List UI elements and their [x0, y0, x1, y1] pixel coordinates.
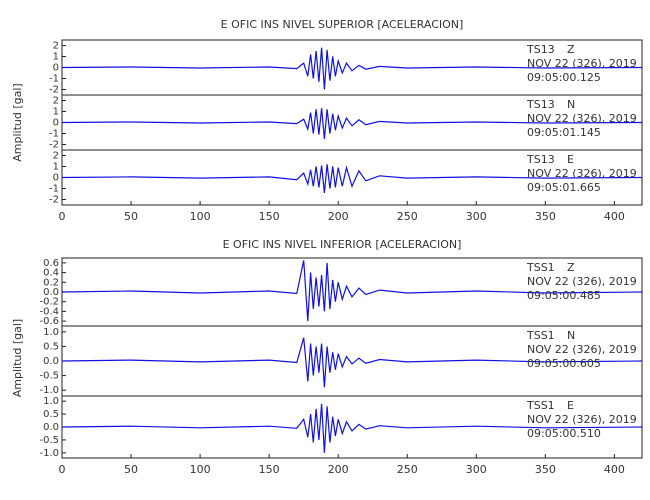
component-label: N — [567, 98, 575, 111]
waveform — [61, 337, 643, 388]
x-tick-label: 400 — [604, 463, 625, 476]
y-tick-label: -1 — [49, 74, 59, 85]
component-label: E — [567, 153, 574, 166]
y-tick-label: 0.0 — [43, 287, 59, 298]
x-tick-label: 50 — [124, 463, 138, 476]
date-label: NOV 22 (326), 2019 — [527, 343, 637, 356]
time-label: 09:05:00.510 — [527, 427, 601, 440]
component-label: Z — [567, 261, 575, 274]
date-label: NOV 22 (326), 2019 — [527, 167, 637, 180]
y-tick-label: 0.2 — [43, 277, 59, 288]
time-label: 09:05:00.485 — [527, 289, 601, 302]
y-tick-label: -2 — [49, 140, 59, 151]
y-tick-label: -0.5 — [39, 435, 59, 446]
y-tick-label: 2 — [53, 96, 59, 107]
station-label: TS13 — [526, 98, 555, 111]
x-tick-label: 100 — [190, 210, 211, 223]
x-tick-label: 400 — [604, 210, 625, 223]
x-tick-label: 300 — [466, 463, 487, 476]
y-tick-label: -0.5 — [39, 371, 59, 382]
y-tick-label: 0.4 — [43, 268, 59, 279]
time-label: 09:05:00.605 — [527, 357, 601, 370]
station-label: TS13 — [526, 43, 555, 56]
x-tick-label: 250 — [397, 463, 418, 476]
y-tick-label: 2 — [53, 151, 59, 162]
y-tick-label: -0.4 — [39, 306, 59, 317]
y-tick-label: 0.0 — [43, 422, 59, 433]
component-label: E — [567, 399, 574, 412]
waveform — [61, 403, 643, 453]
x-tick-label: 350 — [535, 463, 556, 476]
y-tick-label: -1 — [49, 129, 59, 140]
y-tick-label: -2 — [49, 195, 59, 206]
y-tick-label: 1.0 — [43, 327, 59, 338]
y-tick-label: 0 — [53, 118, 59, 129]
x-tick-label: 50 — [124, 210, 138, 223]
x-tick-label: 200 — [328, 463, 349, 476]
x-tick-label: 150 — [259, 210, 280, 223]
x-tick-label: 350 — [535, 210, 556, 223]
time-label: 09:05:01.145 — [527, 126, 601, 139]
y-tick-label: 1 — [53, 52, 59, 63]
y-tick-label: 0 — [53, 63, 59, 74]
date-label: NOV 22 (326), 2019 — [527, 57, 637, 70]
waveform — [61, 260, 643, 322]
y-tick-label: 1 — [53, 162, 59, 173]
component-label: Z — [567, 43, 575, 56]
y-tick-label: 0.5 — [43, 409, 59, 420]
y-tick-label: 1 — [53, 107, 59, 118]
y-tick-label: 1.0 — [43, 396, 59, 407]
time-label: 09:05:01.665 — [527, 181, 601, 194]
y-tick-label: 2 — [53, 41, 59, 52]
y-axis-label: Amplitud [gal] — [11, 319, 24, 397]
y-tick-label: -0.2 — [39, 297, 59, 308]
x-tick-label: 0 — [59, 463, 66, 476]
y-tick-label: -2 — [49, 85, 59, 96]
date-label: NOV 22 (326), 2019 — [527, 275, 637, 288]
x-tick-label: 100 — [190, 463, 211, 476]
station-label: TS13 — [526, 153, 555, 166]
y-tick-label: 0 — [53, 173, 59, 184]
x-tick-label: 150 — [259, 463, 280, 476]
station-label: TSS1 — [526, 261, 555, 274]
y-tick-label: -0.6 — [39, 316, 59, 327]
y-tick-label: -1.0 — [39, 448, 59, 459]
y-tick-label: -1 — [49, 184, 59, 195]
station-label: TSS1 — [526, 329, 555, 342]
date-label: NOV 22 (326), 2019 — [527, 413, 637, 426]
date-label: NOV 22 (326), 2019 — [527, 112, 637, 125]
x-tick-label: 0 — [59, 210, 66, 223]
station-label: TSS1 — [526, 399, 555, 412]
y-tick-label: 0.0 — [43, 356, 59, 367]
time-label: 09:05:00.125 — [527, 71, 601, 84]
x-tick-label: 300 — [466, 210, 487, 223]
chart-title: E OFIC INS NIVEL INFERIOR [ACELERACION] — [223, 238, 462, 251]
waveform — [61, 164, 643, 193]
x-tick-label: 250 — [397, 210, 418, 223]
component-label: N — [567, 329, 575, 342]
y-tick-label: 0.6 — [43, 258, 59, 269]
x-tick-label: 200 — [328, 210, 349, 223]
chart-title: E OFIC INS NIVEL SUPERIOR [ACELERACION] — [221, 18, 464, 31]
waveform — [61, 108, 643, 140]
y-tick-label: 0.5 — [43, 341, 59, 352]
waveform — [61, 47, 643, 90]
y-tick-label: -1.0 — [39, 385, 59, 396]
y-axis-label: Amplitud [gal] — [11, 83, 24, 161]
